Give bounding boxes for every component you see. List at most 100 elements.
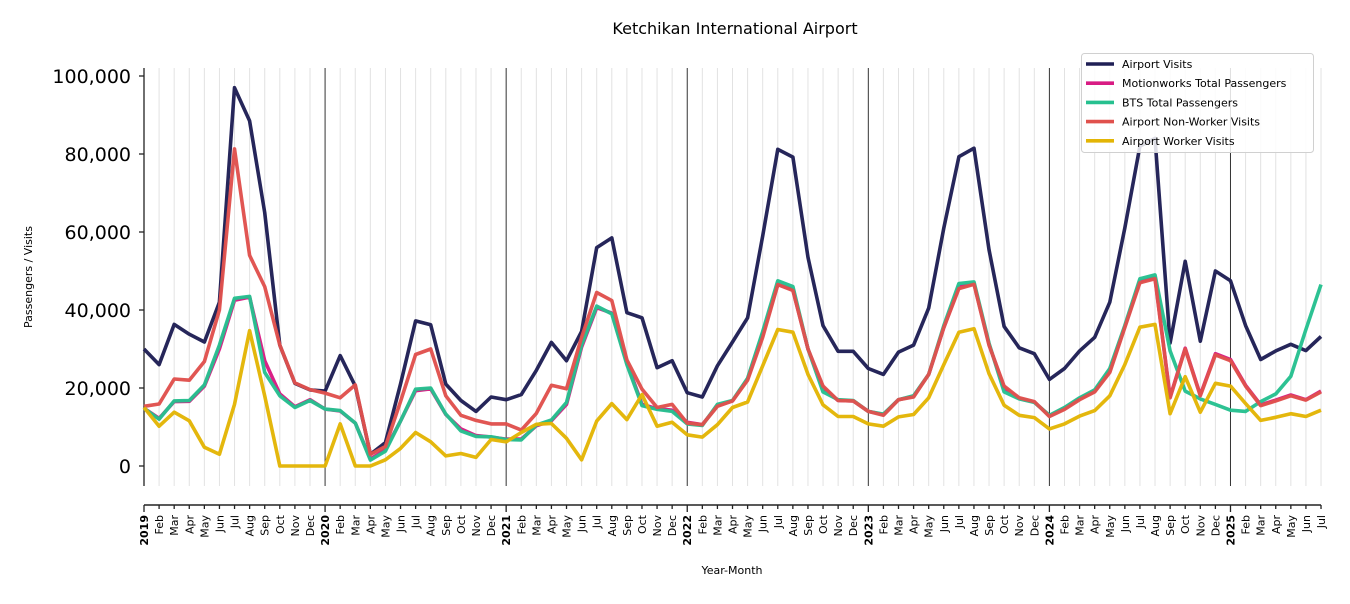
- legend-label: Motionworks Total Passengers: [1122, 77, 1287, 90]
- x-tick-month-label: Feb: [153, 515, 166, 534]
- y-tick-label: 20,000: [65, 378, 131, 400]
- x-tick-month-label: May: [561, 515, 574, 538]
- x-tick-month-label: Sep: [802, 515, 815, 536]
- y-axis-label: Passengers / Visits: [22, 226, 35, 328]
- x-tick-month-label: Jun: [395, 515, 408, 533]
- x-tick-month-label: Aug: [425, 515, 438, 536]
- x-tick-month-label: Mar: [1255, 515, 1268, 536]
- x-tick-month-label: Feb: [1058, 515, 1071, 534]
- x-tick-month-label: Jun: [757, 515, 770, 533]
- x-tick-month-label: Jul: [410, 515, 423, 529]
- x-tick-month-label: Oct: [455, 514, 468, 534]
- x-tick-month-label: Aug: [968, 515, 981, 536]
- x-tick-month-label: Mar: [711, 515, 724, 536]
- x-tick-month-label: Nov: [470, 515, 483, 537]
- legend-box: [1081, 53, 1314, 153]
- x-tick-month-label: Sep: [983, 515, 996, 536]
- x-tick-month-label: May: [1104, 515, 1117, 538]
- x-tick-month-label: Nov: [1013, 515, 1026, 537]
- x-tick-month-label: Apr: [1089, 515, 1102, 535]
- x-tick-month-label: Jun: [938, 515, 951, 533]
- x-tick-month-label: Dec: [666, 515, 679, 536]
- y-tick-label: 80,000: [65, 144, 131, 166]
- x-tick-month-label: Sep: [259, 515, 272, 536]
- x-tick-month-label: Dec: [1028, 515, 1041, 536]
- x-tick-month-label: Jun: [576, 515, 589, 533]
- x-tick-month-label: Jul: [591, 515, 604, 529]
- x-tick-month-label: Apr: [908, 515, 921, 535]
- x-tick-month-label: Apr: [1270, 515, 1283, 535]
- x-tick-year-label: 2022: [681, 515, 694, 546]
- x-tick-month-label: Sep: [621, 515, 634, 536]
- y-tick-label: 40,000: [65, 300, 131, 322]
- x-tick-month-label: Mar: [349, 515, 362, 536]
- x-tick-year-label: 2025: [1224, 515, 1237, 546]
- x-tick-month-label: Nov: [832, 515, 845, 537]
- y-tick-label: 60,000: [65, 222, 131, 244]
- x-tick-month-label: Jul: [229, 515, 242, 529]
- x-tick-month-label: Oct: [817, 514, 830, 534]
- x-tick-month-label: Oct: [1179, 514, 1192, 534]
- x-tick-month-label: Dec: [847, 515, 860, 536]
- series-line-airport-worker-visits: [142, 322, 1322, 468]
- x-tick-month-label: Nov: [651, 515, 664, 537]
- x-tick-year-label: 2021: [500, 515, 513, 546]
- x-tick-month-label: May: [923, 515, 936, 538]
- x-tick-month-label: Mar: [168, 515, 181, 536]
- x-tick-month-label: Feb: [515, 515, 528, 534]
- legend-label: Airport Visits: [1122, 58, 1193, 71]
- x-tick-month-label: Aug: [787, 515, 800, 536]
- x-tick-month-label: Jun: [213, 515, 226, 533]
- x-tick-month-label: Jun: [1300, 515, 1313, 533]
- x-tick-month-label: Aug: [1149, 515, 1162, 536]
- chart-title: Ketchikan International Airport: [612, 19, 857, 38]
- x-tick-month-label: Feb: [334, 515, 347, 534]
- x-tick-month-label: Oct: [998, 514, 1011, 534]
- x-tick-year-label: 2019: [138, 515, 151, 546]
- x-axis: 2019 Feb Mar Apr May Jun Jul Aug Sep Oct Nov Dec 202…: [138, 504, 1328, 546]
- x-tick-month-label: Dec: [1209, 515, 1222, 536]
- x-tick-month-label: May: [1285, 515, 1298, 538]
- x-tick-month-label: Aug: [606, 515, 619, 536]
- legend: Airport Visits Motionworks Total Passenge…: [1081, 53, 1314, 153]
- x-tick-month-label: Mar: [530, 515, 543, 536]
- x-tick-month-label: Feb: [1240, 515, 1253, 534]
- x-tick-month-label: Nov: [1194, 515, 1207, 537]
- x-tick-month-label: Apr: [364, 515, 377, 535]
- x-tick-month-label: Jul: [1134, 515, 1147, 529]
- x-tick-month-label: Oct: [636, 514, 649, 534]
- series-line-airport-non-worker-visits: [143, 147, 1322, 457]
- x-tick-month-label: May: [379, 515, 392, 538]
- x-axis-label: Year-Month: [700, 564, 762, 577]
- x-tick-month-label: Oct: [274, 514, 287, 534]
- x-tick-month-label: Sep: [440, 515, 453, 536]
- x-tick-month-label: Mar: [893, 515, 906, 536]
- x-tick-month-label: Apr: [183, 515, 196, 535]
- x-tick-year-label: 2024: [1043, 515, 1056, 546]
- x-tick-year-label: 2023: [862, 515, 875, 546]
- x-tick-month-label: Aug: [244, 515, 257, 536]
- gridlines: [143, 68, 1322, 486]
- legend-label: Airport Non-Worker Visits: [1122, 116, 1260, 129]
- x-tick-month-label: Dec: [304, 515, 317, 536]
- x-tick-month-label: Dec: [485, 515, 498, 536]
- x-tick-month-label: Apr: [545, 515, 558, 535]
- x-tick-month-label: Jul: [953, 515, 966, 529]
- x-tick-month-label: May: [742, 515, 755, 538]
- x-tick-month-label: Nov: [289, 515, 302, 537]
- y-axis: 0 20,000 40,000 60,000 80,000 100,000: [52, 66, 145, 486]
- x-tick-month-label: May: [198, 515, 211, 538]
- x-tick-month-label: Apr: [727, 515, 740, 535]
- y-tick-label: 100,000: [52, 66, 131, 88]
- legend-label: Airport Worker Visits: [1122, 135, 1235, 148]
- legend-label: BTS Total Passengers: [1122, 96, 1238, 109]
- series-lines: [142, 85, 1323, 468]
- x-tick-month-label: Feb: [877, 515, 890, 534]
- x-tick-month-label: Jul: [1315, 515, 1328, 529]
- x-tick-year-label: 2020: [319, 515, 332, 546]
- x-tick-month-label: Jun: [1119, 515, 1132, 533]
- x-tick-month-label: Feb: [696, 515, 709, 534]
- y-tick-label: 0: [119, 456, 131, 478]
- x-tick-month-label: Sep: [1164, 515, 1177, 536]
